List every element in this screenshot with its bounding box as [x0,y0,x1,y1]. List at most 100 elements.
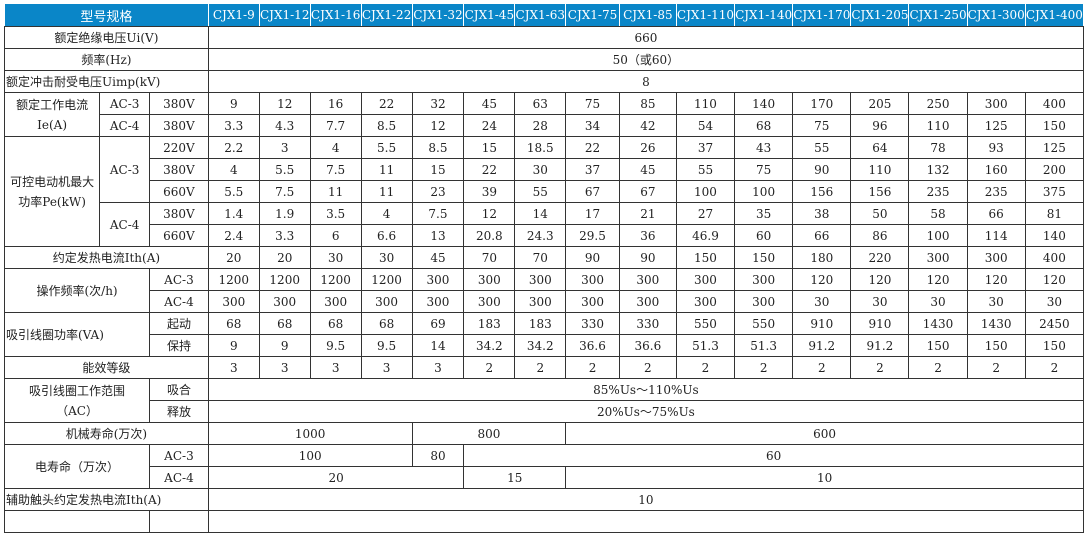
value-cell: 16 [309,92,362,115]
value-cell: 2 [792,356,852,379]
value-cell: 80 [411,444,465,467]
category-label: AC-4 [149,290,209,313]
value-cell: 300 [734,268,794,291]
table-row: 释放 20%Us～75%Us [5,400,1084,423]
value-cell: 58 [908,202,968,225]
value-cell: 69 [411,312,465,335]
table-row: AC-4 300 300 300 300 300 300 300 300 300 300 300 30 3… [5,290,1084,313]
value-cell: 68 [207,312,260,335]
table-row: 额定绝缘电压Ui(V) 660 [4,26,1084,49]
value-cell: 300 [565,268,620,291]
category-label: AC-4 [99,202,151,247]
table-row: AC-4 380V 3.3 4.3 7.7 8.5 12 24 28 34 42 54 68 75 96 11… [5,114,1084,137]
value-cell: 36 [618,224,677,247]
value-cell: 120 [966,268,1026,291]
value-cell: 51.3 [734,334,794,357]
category-label: 吸合 [149,378,209,401]
row-label: 操作频率(次/h) [3,268,151,313]
row-label: 吸引线圈工作范围（AC） [3,378,151,423]
table-row: 660V 2.4 3.3 6 6.6 13 20.8 24.3 29.5 36 46.9 60 66 86… [5,224,1084,247]
category-label: AC-3 [99,92,151,115]
value-cell: 30 [360,246,413,269]
value-cell: 1.9 [258,202,311,225]
category-label: AC-3 [149,268,209,291]
value-cell: 183 [463,312,516,335]
value-cell: 300 [675,290,736,313]
model-header: CJX1-170 [792,3,852,27]
value-cell: 300 [565,290,620,313]
value-cell: 5.5 [207,180,260,203]
model-header: CJX1-110 [675,3,736,27]
model-header: CJX1-250 [908,3,968,27]
value-cell: 120 [1024,268,1084,291]
value-cell: 3 [207,356,260,379]
value-cell: 110 [908,114,968,137]
table-row: 操作频率(次/h) AC-3 1200 1200 1200 1200 300 300 300 30… [3,268,1084,313]
model-header: CJX1-32 [411,3,465,27]
value-cell: 120 [850,268,910,291]
value-cell: 125 [1024,136,1084,159]
value-cell: 28 [514,114,567,137]
value-cell: 300 [966,246,1026,269]
value-cell: 156 [792,180,852,203]
value-cell: 300 [463,268,516,291]
value-cell: 3 [411,356,465,379]
voltage-label: 380V [149,158,209,181]
model-header: CJX1-9 [207,3,260,27]
value-cell: 34.2 [463,334,516,357]
value-cell: 110 [850,158,910,181]
value-cell: 235 [908,180,968,203]
voltage-label: 660V [149,224,209,247]
value-cell: 12 [258,92,311,115]
value-cell: 66 [966,202,1026,225]
model-header: CJX1-205 [850,3,910,27]
category-label: AC-4 [99,114,151,137]
value-cell: 114 [966,224,1026,247]
value-cell: 8.5 [360,114,413,137]
value-cell: 300 [908,246,968,269]
value-cell: 2 [850,356,910,379]
value-cell: 300 [360,290,413,313]
value-cell: 81 [1024,202,1084,225]
value-cell: 17 [565,202,620,225]
value-cell: 43 [734,136,794,159]
value-cell: 9 [207,334,260,357]
value-cell: 85%Us～110%Us [207,378,1084,401]
value-cell: 37 [565,158,620,181]
model-header: CJX1-16 [309,3,362,27]
model-header: CJX1-12 [258,3,311,27]
value-cell: 54 [675,114,736,137]
value-cell: 20 [207,466,465,489]
table-row: 频率(Hz) 50（或60） [4,48,1084,71]
table-row: 吸引线圈功率(VA) 起动 68 68 68 68 69 183 183 330 330 550 550… [3,312,1084,357]
value-cell: 55 [514,180,567,203]
value-cell: 100 [734,180,794,203]
value-cell: 75 [565,92,620,115]
value-cell: 3.5 [309,202,362,225]
value-cell: 4 [309,136,362,159]
value-cell: 90 [618,246,677,269]
value-cell: 300 [514,290,567,313]
value-cell: 3 [360,356,413,379]
value-cell: 93 [966,136,1026,159]
value-cell: 42 [618,114,677,137]
value-cell: 300 [309,290,362,313]
value-cell: 3 [258,356,311,379]
voltage-label: 380V [149,114,209,137]
table-row: 辅助触头约定发热电流Ith(A) 10 [4,488,1084,511]
value-cell: 120 [792,268,852,291]
table-row: AC-4 20 15 10 [5,466,1084,489]
value-cell: 150 [908,334,968,357]
value-cell: 4 [207,158,260,181]
table-row: AC-4 380V 1.4 1.9 3.5 4 7.5 12 14 17 21 27 35 38 50 58 6… [5,202,1084,247]
value-cell: 5.5 [258,158,311,181]
category-label: AC-4 [149,466,209,489]
value-cell: 91.2 [792,334,852,357]
header-label: 型号规格 [4,3,209,27]
value-cell: 550 [734,312,794,335]
value-cell: 110 [675,92,736,115]
value-cell: 15 [411,158,465,181]
value-cell: 8 [207,70,1084,93]
model-header: CJX1-300 [966,3,1026,27]
value-cell: 24.3 [514,224,567,247]
